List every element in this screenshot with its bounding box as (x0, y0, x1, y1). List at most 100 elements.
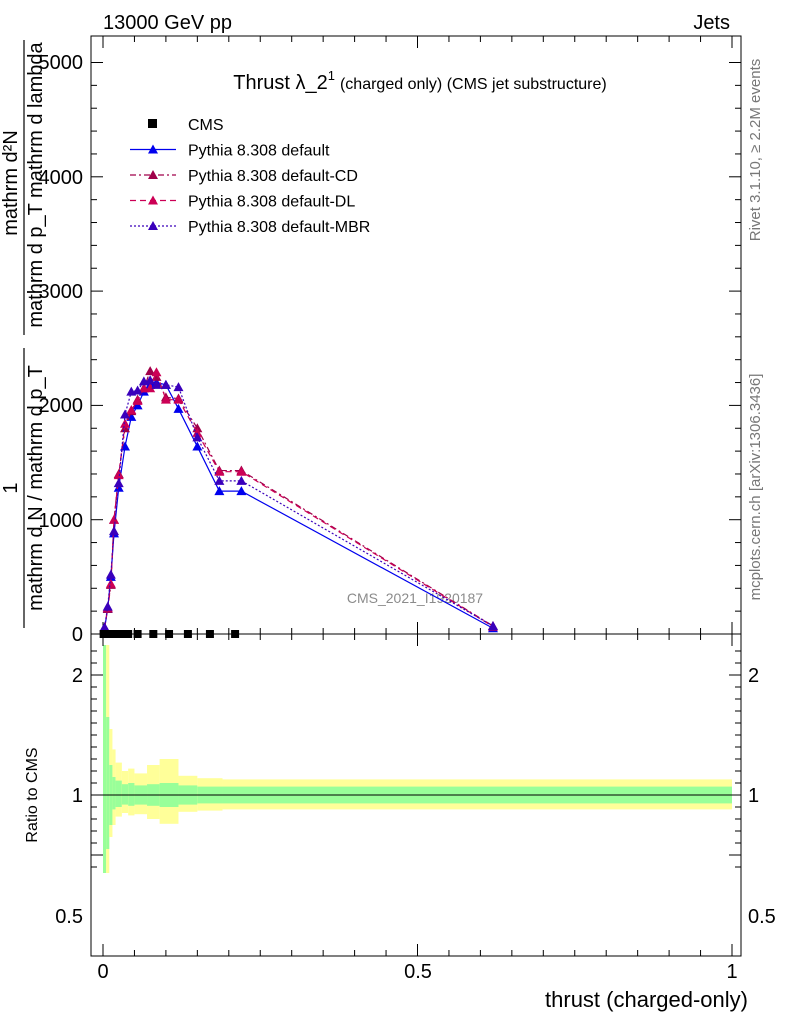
cms-data-points (99, 630, 240, 638)
series-4 (99, 375, 498, 632)
plot-title-main: Thrust λ_2 (233, 72, 327, 94)
series-line-4 (103, 379, 494, 628)
series-3-point-5 (120, 418, 131, 428)
ratio-tick-label-1-right: 1 (748, 785, 759, 807)
main-y-axis-label: 1 mathrm d N / mathrm d p_T mathrm d²N m… (0, 40, 47, 628)
legend-label-3: Pythia 8.308 default-DL (188, 194, 355, 211)
series-4-point-2 (105, 569, 116, 579)
legend-label-4: Pythia 8.308 default-MBR (188, 219, 370, 236)
y-tick-label-1000: 1000 (39, 510, 84, 532)
ratio-tick-label-0-5-right: 0.5 (748, 906, 776, 928)
series-4-point-9 (145, 375, 156, 385)
legend-entry-4: Pythia 8.308 default-MBR (130, 219, 370, 236)
legend: CMS Pythia 8.308 default Pythia 8.308 defa… (130, 117, 370, 236)
series-3-point-4 (113, 470, 124, 480)
cms-point-8 (149, 630, 158, 638)
series-4-point-10 (151, 379, 162, 389)
series-4-point-3 (109, 526, 120, 536)
series-4-point-14 (214, 475, 225, 485)
ratio-y-tick-labels: 0.5 1 2 0.5 1 2 (55, 665, 776, 928)
series-3-point-11 (160, 394, 171, 404)
cms-point-11 (205, 630, 214, 638)
series-3-point-3 (109, 514, 120, 524)
legend-marker-2 (148, 170, 158, 179)
analysis-watermark: CMS_2021_I1920187 (347, 590, 483, 606)
legend-label-1: Pythia 8.308 default (188, 143, 330, 160)
series-4-point-1 (102, 601, 113, 611)
y-label-num-2: mathrm d²N (0, 130, 22, 236)
header-right-label: Jets (693, 12, 730, 34)
series-3-point-8 (138, 383, 149, 393)
rivet-version-label: Rivet 3.1.10, ≥ 2.2M events (747, 59, 764, 242)
series-4-point-4 (113, 478, 124, 488)
plot-title-sup: 1 (328, 68, 335, 83)
series-3-point-9 (145, 383, 156, 393)
series-3-point-6 (126, 404, 137, 414)
series-1-point-7 (132, 400, 143, 410)
series-3-point-12 (173, 394, 184, 404)
ratio-band-inner-6 (128, 783, 135, 806)
series-4-point-13 (192, 432, 203, 442)
legend-marker-3 (148, 195, 158, 205)
cms-point-6 (124, 630, 133, 638)
ratio-band-inner-3 (112, 777, 116, 810)
ratio-band-inner-1 (106, 717, 110, 849)
y-tick-label-0: 0 (72, 624, 83, 646)
cms-point-12 (231, 630, 240, 638)
series-3-point-2 (105, 578, 116, 588)
series-line-2 (103, 370, 494, 629)
legend-label-2: Pythia 8.308 default-CD (188, 168, 358, 185)
legend-marker-cms (148, 119, 157, 128)
legend-entry-2: Pythia 8.308 default-CD (130, 168, 358, 185)
data-series (99, 366, 498, 633)
ratio-y-axis-label: Ratio to CMS (24, 747, 41, 842)
ratio-band-inner-4 (115, 780, 122, 807)
legend-label-0: CMS (188, 117, 224, 134)
y-label-den-1: mathrm d N / mathrm d p_T (25, 365, 47, 611)
x-tick-label-0-5: 0.5 (404, 961, 432, 983)
y-tick-label-4000: 4000 (39, 167, 84, 189)
legend-entry-1: Pythia 8.308 default (130, 143, 330, 160)
series-1-point-12 (173, 403, 184, 413)
legend-marker-4 (148, 221, 158, 230)
series-3-point-13 (192, 427, 203, 437)
cms-point-9 (165, 630, 174, 638)
series-4-point-15 (236, 475, 247, 485)
x-tick-label-0: 0 (97, 961, 108, 983)
series-3-point-14 (214, 466, 225, 476)
plot-title-sub: (charged only) (CMS jet substructure) (340, 76, 607, 93)
y-label-den-2: mathrm d p_T mathrm d lambda (25, 41, 47, 327)
y-label-num-1: 1 (0, 482, 22, 493)
ratio-tick-label-0-5-left: 0.5 (55, 906, 83, 928)
cms-point-5 (117, 630, 126, 638)
y-tick-label-5000: 5000 (39, 52, 84, 74)
series-4-point-5 (120, 409, 131, 419)
header-left-label: 13000 GeV pp (103, 12, 232, 34)
legend-marker-1 (148, 144, 158, 154)
series-1-point-14 (214, 486, 225, 496)
plot-title: Thrust λ_21 (charged only) (CMS jet subst… (233, 68, 606, 94)
cms-point-10 (183, 630, 192, 638)
ratio-band-inner-0 (103, 645, 107, 873)
ratio-tick-label-2-right: 2 (748, 665, 759, 687)
y-tick-label-2000: 2000 (39, 395, 84, 417)
ratio-band-inner-5 (121, 784, 129, 805)
y-tick-label-3000: 3000 (39, 281, 84, 303)
series-1-point-13 (192, 441, 203, 451)
ratio-tick-label-1-left: 1 (72, 785, 83, 807)
series-3-point-15 (236, 466, 247, 476)
series-3-point-10 (151, 367, 162, 377)
legend-entry-3: Pythia 8.308 default-DL (130, 194, 355, 211)
series-2-point-9 (145, 366, 156, 376)
series-4-point-11 (160, 379, 171, 389)
x-axis-label: thrust (charged-only) (545, 987, 748, 1012)
series-4-point-7 (132, 385, 143, 395)
cms-point-7 (133, 630, 142, 638)
cms-point-3 (107, 630, 116, 638)
legend-entry-0: CMS (148, 117, 224, 134)
series-4-point-0 (99, 622, 110, 632)
x-tick-label-1: 1 (726, 961, 737, 983)
main-y-tick-labels: 0 1000 2000 3000 4000 5000 (39, 52, 84, 646)
mcplots-label: mcplots.cern.ch [arXiv:1306.3436] (747, 374, 764, 601)
